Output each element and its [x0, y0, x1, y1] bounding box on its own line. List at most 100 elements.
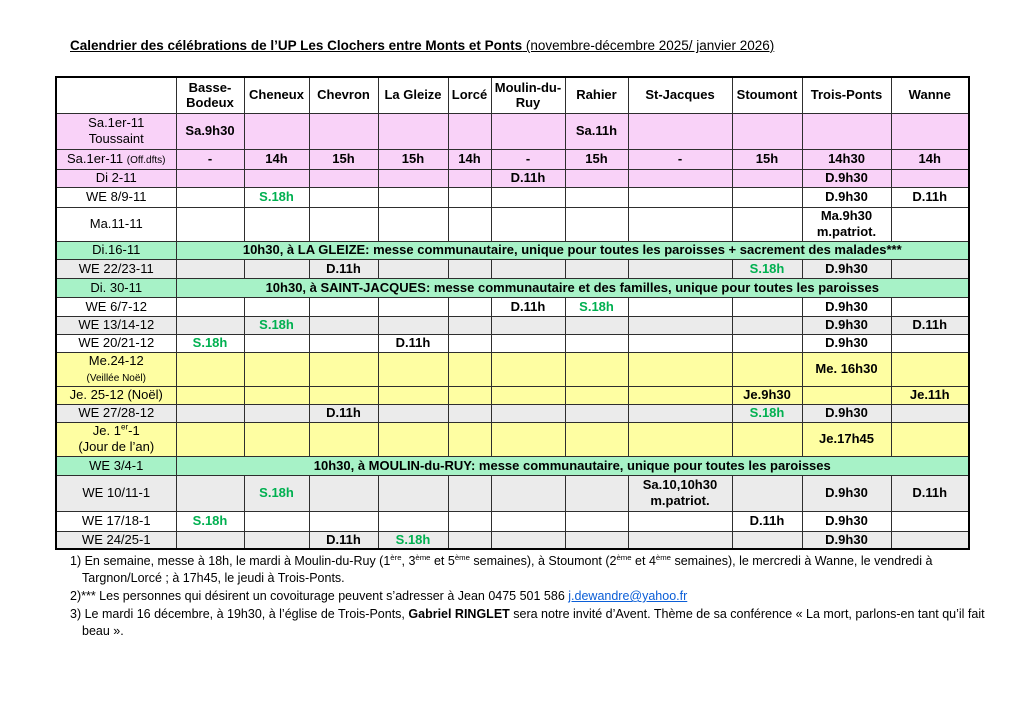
text-segment: (Jour de l’an): [78, 439, 155, 454]
text-segment: et 4: [631, 554, 656, 568]
time-cell: [731, 168, 803, 188]
text-segment: ème: [616, 552, 632, 562]
time-cell: [447, 474, 492, 512]
time-cell: 15h: [308, 148, 379, 170]
time-cell: [243, 530, 310, 550]
text-segment: Ma.11-11: [89, 216, 143, 232]
time-cell: [490, 112, 566, 150]
time-cell: D.9h30: [801, 315, 892, 335]
time-cell: D.11h: [890, 186, 970, 208]
time-cell: S.18h: [243, 186, 310, 208]
email-link[interactable]: j.dewandre@yahoo.fr: [568, 589, 688, 603]
time-cell: [243, 351, 310, 387]
time-cell: [447, 351, 492, 387]
text-segment: Me.24-12: [88, 353, 144, 369]
time-cell: [490, 351, 566, 387]
footnote: 3) Le mardi 16 décembre, à 19h30, à l’ég…: [70, 606, 990, 640]
table-row: WE 8/9-11 S.18h D.9h30 D.11h: [55, 186, 970, 208]
time-cell: [627, 206, 733, 242]
time-cell: [564, 351, 629, 387]
text-segment: ème: [454, 552, 470, 562]
time-cell: S.18h: [564, 296, 629, 317]
time-cell: [447, 168, 492, 188]
text-segment: Toussaint: [88, 131, 144, 146]
time-cell: 14h: [447, 148, 492, 170]
text-segment: WE 3/4-1: [89, 457, 144, 473]
time-cell: [627, 510, 733, 532]
row-label: Di 2-11: [55, 168, 177, 188]
row-label: Me.24-12 (Veillée Noël): [55, 351, 177, 387]
text-segment: Sa.1er-11: [67, 151, 127, 166]
time-cell: [447, 315, 492, 335]
row-label: WE 24/25-1: [55, 530, 177, 550]
time-cell: D.11h: [308, 530, 379, 550]
time-cell: [564, 530, 629, 550]
time-cell: [890, 333, 970, 353]
time-cell: [308, 385, 379, 405]
time-cell: S.18h: [243, 315, 310, 335]
row-label: WE 22/23-11: [55, 258, 177, 279]
time-cell: [308, 421, 379, 457]
announcement-cell: 10h30, à SAINT-JACQUES: messe communauta…: [175, 277, 970, 298]
time-cell: [175, 258, 245, 279]
time-cell: D.11h: [308, 258, 379, 279]
time-cell: [731, 186, 803, 208]
time-cell: [377, 296, 449, 317]
time-cell: [490, 530, 566, 550]
text-segment: WE 20/21-12: [78, 335, 155, 351]
time-cell: 14h: [890, 148, 970, 170]
time-cell: [377, 385, 449, 405]
time-cell: D.11h: [377, 333, 449, 353]
row-label: Je. 25-12 (Noël): [55, 385, 177, 405]
time-cell: Sa.10,10h30 m.patriot.: [627, 474, 733, 512]
time-cell: [627, 385, 733, 405]
time-cell: [731, 206, 803, 242]
text-segment: Di. 30-11: [90, 279, 143, 295]
time-cell: 15h: [731, 148, 803, 170]
time-cell: [447, 258, 492, 279]
row-label: WE 27/28-12: [55, 403, 177, 423]
text-segment: Je. 25-12 (Noël): [69, 387, 163, 403]
time-cell: [175, 315, 245, 335]
time-cell: [377, 474, 449, 512]
row-label: WE 10/11-1: [55, 474, 177, 512]
row-label: WE 8/9-11: [55, 186, 177, 208]
time-cell: [731, 296, 803, 317]
time-cell: [490, 474, 566, 512]
table-row: WE 20/21-12 S.18h D.11h D.9h30: [55, 333, 970, 353]
time-cell: [890, 530, 970, 550]
time-cell: [377, 206, 449, 242]
table-row: WE 17/18-1 S.18h D.11h D.9h30: [55, 510, 970, 532]
column-header: La Gleize: [377, 76, 449, 114]
table-row: WE 3/4-1 10h30, à MOULIN-du-RUY: messe co…: [55, 455, 970, 476]
time-cell: [890, 258, 970, 279]
text-segment: sera notre invité d’Avent. Thème de sa c…: [82, 607, 985, 638]
text-segment: et 5: [430, 554, 455, 568]
time-cell: [564, 403, 629, 423]
column-header: Wanne: [890, 76, 970, 114]
time-cell: 15h: [564, 148, 629, 170]
text-segment: semaines), à Stoumont (2: [469, 554, 617, 568]
time-cell: [564, 333, 629, 353]
table-row: WE 6/7-12 D.11h S.18h D.9h30: [55, 296, 970, 317]
text-segment: WE 13/14-12: [78, 317, 155, 333]
row-label: WE 3/4-1: [55, 455, 177, 476]
time-cell: Me. 16h30: [801, 351, 892, 387]
time-cell: [627, 403, 733, 423]
text-segment: Di.16-11: [92, 242, 141, 258]
column-header: Stoumont: [731, 76, 803, 114]
time-cell: [308, 474, 379, 512]
footnotes: 1) En semaine, messe à 18h, le mardi à M…: [70, 553, 990, 641]
time-cell: [490, 258, 566, 279]
time-cell: [243, 296, 310, 317]
time-cell: Je.11h: [890, 385, 970, 405]
time-cell: [490, 421, 566, 457]
announcement-cell: 10h30, à MOULIN-du-RUY: messe communauta…: [175, 455, 970, 476]
time-cell: [308, 351, 379, 387]
table-row: Di 2-11 D.11h D.9h30: [55, 168, 970, 188]
row-label: WE 20/21-12: [55, 333, 177, 353]
time-cell: [490, 315, 566, 335]
time-cell: [175, 385, 245, 405]
time-cell: [243, 403, 310, 423]
